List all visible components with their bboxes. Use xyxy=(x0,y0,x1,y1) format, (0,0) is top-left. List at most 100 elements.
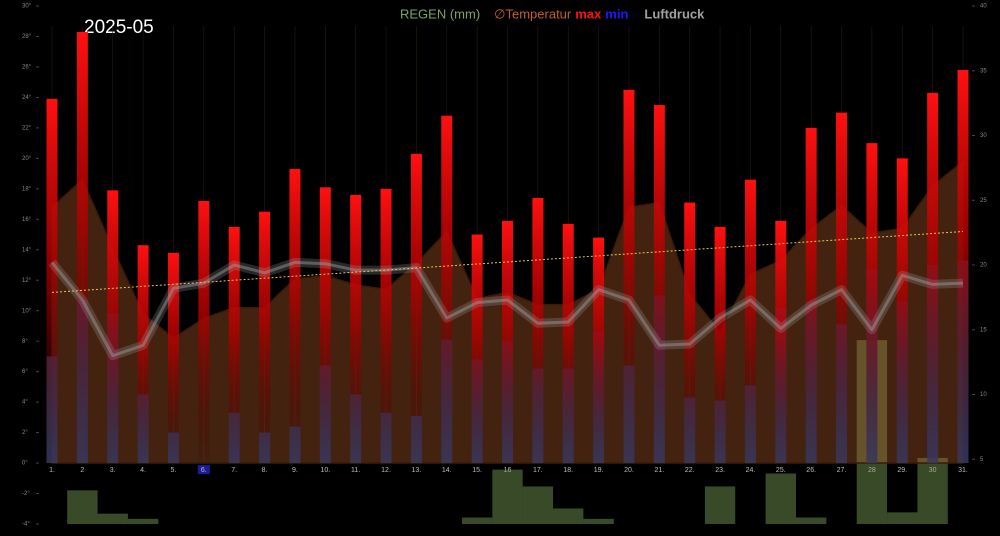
max-temp-bar xyxy=(319,187,331,464)
x-tick-label: 8. xyxy=(262,467,268,474)
max-temp-bar xyxy=(107,190,119,464)
x-tick-label: 7. xyxy=(231,467,237,474)
x-tick-label: 13. xyxy=(412,467,422,474)
rain-bar xyxy=(887,512,918,524)
max-temp-bar xyxy=(46,98,58,464)
rain-bar xyxy=(765,473,796,524)
x-tick-label: 29. xyxy=(897,467,907,474)
x-tick-label: 23. xyxy=(715,467,725,474)
rain-bar xyxy=(67,490,98,524)
pressure-line xyxy=(50,260,964,358)
x-tick-label: 30 xyxy=(929,467,937,474)
x-tick-label: 28 xyxy=(868,467,876,474)
y2-tick-label: 35 xyxy=(980,68,987,74)
max-temp-bar xyxy=(653,105,665,464)
rain-bar xyxy=(492,469,523,524)
max-temp-bar xyxy=(927,92,939,464)
x-tick-label: 2 xyxy=(80,467,84,474)
max-temp-bar xyxy=(593,237,605,464)
x-tick-label: 25. xyxy=(776,467,786,474)
x-tick-label: 6. xyxy=(201,467,207,474)
max-temp-bar xyxy=(198,201,210,464)
y2-tick-label: 25 xyxy=(980,198,987,204)
max-temp-bar xyxy=(866,143,878,464)
rain-bar xyxy=(795,517,827,524)
x-tick-label: 21. xyxy=(654,467,664,474)
trend-line xyxy=(51,230,964,293)
legend-entry: Luftdruck xyxy=(644,6,705,21)
max-temp-bar xyxy=(441,115,453,464)
legend-entry: REGEN (mm) xyxy=(400,6,480,21)
y-tick-label: -2° xyxy=(22,491,30,497)
y-tick-label: 6° xyxy=(22,369,28,375)
max-temp-bar xyxy=(76,31,88,464)
y-tick-label: -4° xyxy=(22,522,30,528)
y-tick-label: 0° xyxy=(22,461,28,467)
legend-entry: min xyxy=(605,6,628,21)
max-temp-bar xyxy=(228,226,240,464)
x-tick-label: 16 xyxy=(504,467,512,474)
x-tick-label: 11. xyxy=(351,467,360,474)
y-tick-label: 22° xyxy=(22,125,32,131)
rain-bar xyxy=(553,508,584,524)
y2-tick-label: 30 xyxy=(980,133,987,139)
max-temp-bar xyxy=(167,252,179,464)
y-tick-label: 20° xyxy=(22,156,32,162)
x-tick-label: 31. xyxy=(958,467,968,474)
max-temp-bar xyxy=(137,245,149,464)
x-tick-label: 10. xyxy=(320,467,330,474)
y-tick-label: 26° xyxy=(22,65,32,71)
max-temp-bar xyxy=(957,69,969,464)
max-temp-bar xyxy=(896,158,908,464)
x-tick-label: 9. xyxy=(292,467,298,474)
y2-tick-label: 20 xyxy=(980,263,987,269)
x-tick-label: 3. xyxy=(110,467,116,474)
max-temp-bar xyxy=(562,223,574,464)
max-temp-bar xyxy=(350,194,362,464)
max-temp-bar xyxy=(259,211,271,464)
max-temp-bar xyxy=(623,89,635,464)
x-tick-label: 14. xyxy=(442,467,452,474)
max-temp-bar xyxy=(744,179,756,464)
y2-tick-label: 5 xyxy=(980,457,984,463)
x-tick-label: 12. xyxy=(381,467,391,474)
chart-title: 2025-05 xyxy=(84,17,154,38)
x-tick-label: 24. xyxy=(746,467,756,474)
x-tick-label: 1. xyxy=(49,467,55,474)
max-temp-bar xyxy=(289,169,301,464)
pressure-glow xyxy=(48,257,964,361)
y-tick-label: 30° xyxy=(22,4,32,10)
max-temp-bar xyxy=(502,220,513,464)
max-temp-bar xyxy=(805,127,817,464)
x-tick-label: 27. xyxy=(837,467,847,474)
y2-tick-label: 40 xyxy=(980,4,987,10)
x-tick-label: 26. xyxy=(806,467,816,474)
rain-bar xyxy=(461,517,493,524)
y2-tick-label: 15 xyxy=(980,327,987,333)
day-highlight xyxy=(197,465,210,475)
y-tick-label: 28° xyxy=(22,34,32,40)
x-tick-label: 20. xyxy=(624,467,634,474)
y-tick-label: 16° xyxy=(22,217,32,223)
x-tick-label: 5. xyxy=(171,467,177,474)
legend-entry: max xyxy=(575,6,602,21)
rain-bar xyxy=(522,486,554,524)
y-tick-label: 24° xyxy=(22,95,32,101)
max-temp-bar xyxy=(714,226,726,464)
x-tick-label: 18. xyxy=(563,467,573,474)
x-tick-label: 15. xyxy=(472,467,482,474)
max-temp-bar xyxy=(775,220,787,464)
max-temp-bar xyxy=(836,112,848,464)
rain-bar xyxy=(583,518,614,524)
max-temp-bar xyxy=(471,234,483,464)
y-tick-label: 4° xyxy=(22,400,28,406)
y-tick-label: 18° xyxy=(22,186,32,192)
max-temp-bar xyxy=(532,197,544,464)
x-tick-label: 22. xyxy=(685,467,695,474)
y-tick-label: 2° xyxy=(22,430,28,436)
rain-bar xyxy=(704,486,736,524)
rain-bar xyxy=(917,457,948,524)
max-temp-bar xyxy=(410,153,422,464)
